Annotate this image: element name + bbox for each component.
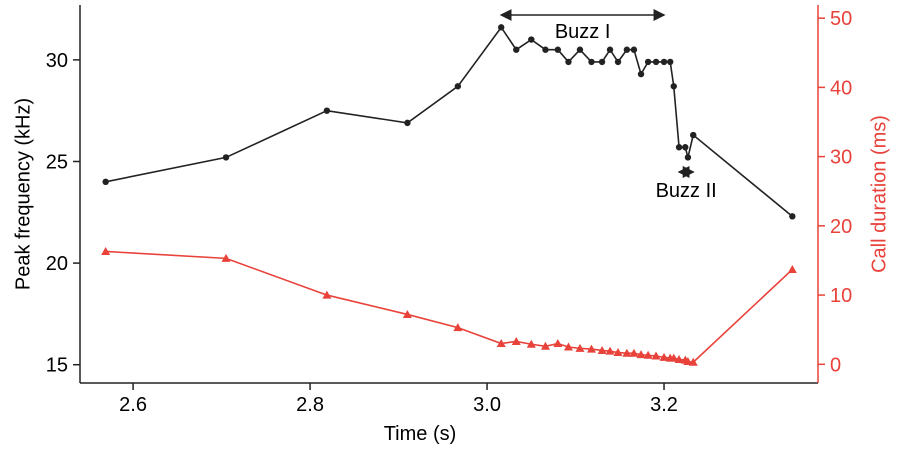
y2-tick-label: 20 — [830, 216, 852, 238]
point — [526, 339, 536, 348]
y-tick-label: 15 — [46, 355, 68, 377]
point — [101, 246, 111, 255]
x-tick-label: 3.0 — [473, 394, 501, 416]
point — [454, 83, 462, 90]
y-tick-label: 30 — [46, 50, 68, 72]
x-tick-label: 2.8 — [296, 394, 324, 416]
point — [605, 346, 615, 355]
point — [682, 144, 689, 151]
annotation-text: Buzz I — [555, 21, 611, 43]
point — [688, 357, 698, 366]
point — [563, 342, 573, 351]
point — [553, 339, 563, 348]
point — [565, 58, 572, 66]
point — [575, 343, 585, 352]
point — [542, 46, 549, 53]
x-tick-label: 2.6 — [119, 394, 147, 416]
point — [586, 344, 596, 353]
y2-tick-label: 40 — [830, 77, 852, 99]
point — [623, 46, 631, 53]
point — [221, 253, 231, 262]
point — [789, 213, 796, 220]
y2-tick-label: 30 — [830, 147, 852, 169]
point — [690, 131, 697, 139]
point — [598, 58, 606, 66]
point — [683, 357, 693, 366]
point — [404, 119, 411, 127]
point — [102, 178, 109, 186]
point — [554, 46, 562, 53]
point — [402, 309, 412, 318]
y-tick-label: 20 — [46, 253, 68, 275]
point — [636, 350, 646, 359]
point — [651, 351, 661, 360]
point — [684, 154, 692, 161]
point — [613, 348, 623, 357]
point — [629, 348, 639, 357]
point — [614, 58, 622, 66]
y2-axis-label: Call duration (ms) — [868, 115, 890, 273]
y2-tick-label: 0 — [830, 354, 841, 376]
point — [511, 336, 521, 345]
point — [528, 36, 535, 43]
point — [540, 341, 550, 350]
point — [606, 46, 614, 53]
point — [513, 46, 520, 53]
point — [588, 58, 595, 66]
point — [644, 58, 652, 66]
point — [637, 70, 645, 78]
x-axis-label: Time (s) — [384, 423, 457, 445]
point — [667, 58, 674, 66]
y-tick-label: 25 — [46, 151, 68, 173]
point — [322, 290, 332, 299]
y-axis-label: Peak frequency (kHz) — [12, 98, 34, 290]
point — [453, 323, 463, 332]
y2-tick-label: 50 — [830, 8, 852, 30]
y2-tick-label: 10 — [830, 285, 852, 307]
point — [670, 83, 677, 90]
point — [660, 58, 668, 66]
point — [652, 58, 660, 66]
point — [622, 348, 632, 357]
annotation-text: Buzz II — [656, 180, 717, 202]
point — [496, 339, 506, 348]
point — [222, 154, 230, 161]
series-line — [105, 250, 793, 364]
point — [787, 264, 797, 273]
point — [659, 352, 669, 361]
point — [669, 353, 679, 362]
point — [675, 144, 683, 151]
point — [630, 46, 638, 53]
point — [643, 350, 653, 359]
point — [597, 345, 607, 354]
point — [576, 46, 584, 53]
point — [674, 354, 684, 363]
x-tick-label: 3.2 — [650, 394, 678, 416]
point — [323, 107, 331, 114]
point — [498, 24, 505, 31]
